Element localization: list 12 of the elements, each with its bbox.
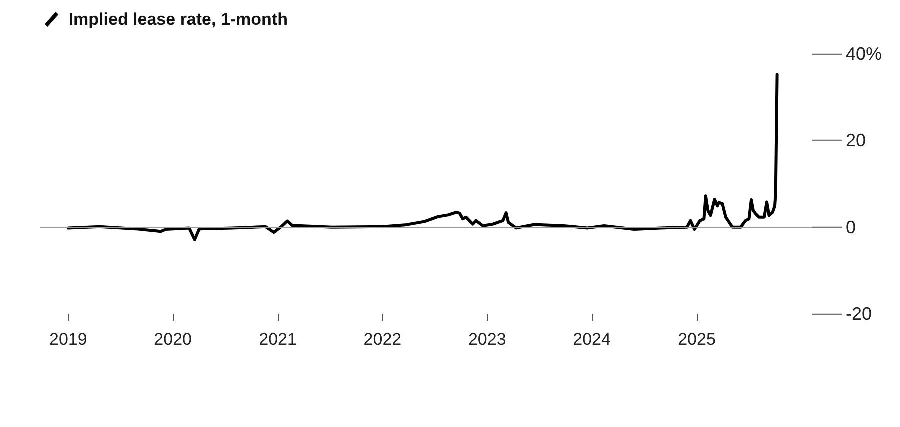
x-tick-label: 2023 [468,330,506,349]
x-tick-label: 2020 [154,330,192,349]
y-tick-label: 40% [846,44,882,64]
x-tick-label: 2024 [573,330,611,349]
x-tick-label: 2021 [259,330,297,349]
x-tick-label: 2022 [364,330,402,349]
x-tick-label: 2019 [49,330,88,349]
y-tick-label: 20 [846,130,866,151]
y-tick-label: -20 [846,304,872,324]
legend-label: Implied lease rate, 1-month [68,10,288,29]
x-tick-label: 2025 [678,330,716,349]
y-tick-label: 0 [846,217,856,238]
